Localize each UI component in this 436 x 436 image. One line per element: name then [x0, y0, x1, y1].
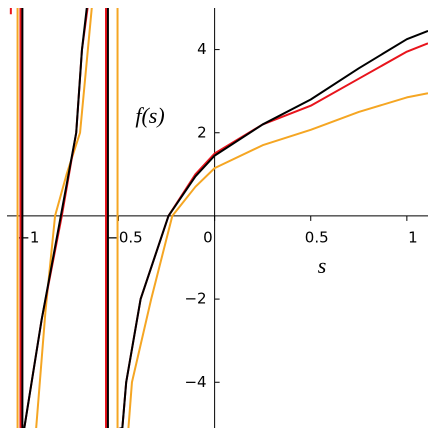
y-tick-label: 4: [197, 40, 207, 58]
x-tick-label: −0.5: [106, 228, 142, 246]
curve: [21, 8, 428, 428]
y-tick-label: −2: [184, 290, 206, 308]
x-tick-label: 0: [203, 228, 213, 246]
x-tick-label: 0.5: [305, 228, 329, 246]
y-tick-label: −4: [184, 373, 206, 391]
y-axis-title: f(s): [135, 103, 164, 128]
curve: [16, 8, 428, 428]
y-tick-label: 2: [197, 123, 207, 141]
x-axis-title: s: [318, 253, 327, 278]
x-tick-label: 1: [408, 228, 418, 246]
